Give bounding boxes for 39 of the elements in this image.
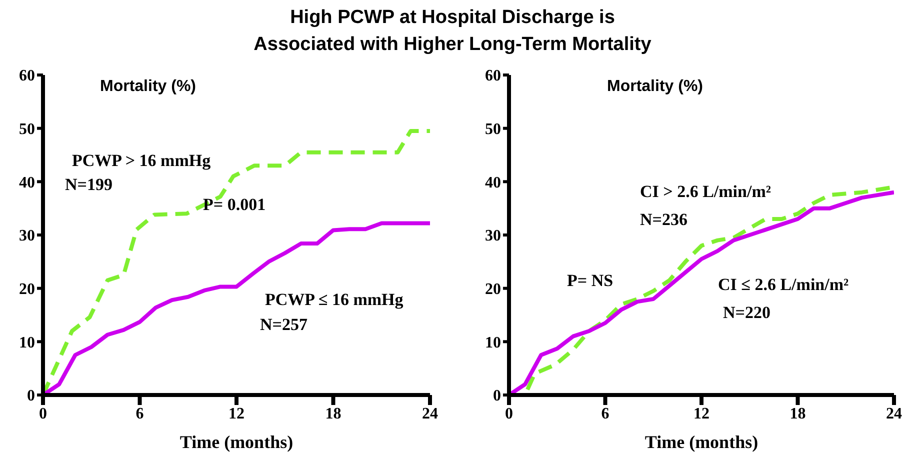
x-tick-label: 24 [422,405,438,422]
y-tick-label: 0 [27,388,35,405]
y-tick-label: 20 [485,281,501,298]
chart-title: High PCWP at Hospital Discharge is Associated with Higher Long-Term Mortality [252,6,652,57]
annotation: N=199 [65,175,112,195]
x-axis-title: Time (months) [180,432,294,452]
y-tick-label: 40 [19,174,35,192]
x-tick-label: 18 [325,405,342,422]
x-tick-label: 0 [39,405,47,422]
y-tick-label: 60 [19,68,35,85]
y-axis-title: Mortality (%) [100,78,196,96]
y-tick-label: 10 [485,334,501,352]
x-tick-label: 6 [136,405,144,422]
annotation: P= 0.001 [203,195,266,215]
y-axis-title: Mortality (%) [607,78,703,96]
y-tick-label: 50 [485,121,501,138]
x-tick-label: 12 [694,405,710,422]
y-tick-label: 0 [493,388,501,405]
annotation: N=236 [640,210,688,230]
x-tick-label: 18 [790,405,806,422]
series-label: CI > 2.6 L/min/m² [640,182,771,202]
y-tick-label: 60 [485,68,501,85]
annotation: N=220 [723,303,770,323]
x-tick-label: 24 [886,405,902,422]
x-tick-label: 6 [601,405,610,422]
annotation: P= NS [567,271,614,291]
x-axis-title: Time (months) [644,432,758,452]
series-label: PCWP > 16 mmHg [72,151,211,171]
x-tick-label: 0 [505,405,513,422]
series-label: CI ≤ 2.6 L/min/m² [718,275,849,295]
y-tick-label: 10 [19,334,35,352]
y-tick-label: 50 [19,121,35,138]
y-tick-label: 20 [19,281,35,298]
y-tick-label: 40 [485,174,501,192]
series-label: PCWP ≤ 16 mmHg [265,290,404,310]
x-tick-label: 12 [228,405,244,422]
y-tick-label: 30 [19,228,35,245]
y-tick-label: 30 [485,228,501,245]
annotation: N=257 [260,315,308,335]
